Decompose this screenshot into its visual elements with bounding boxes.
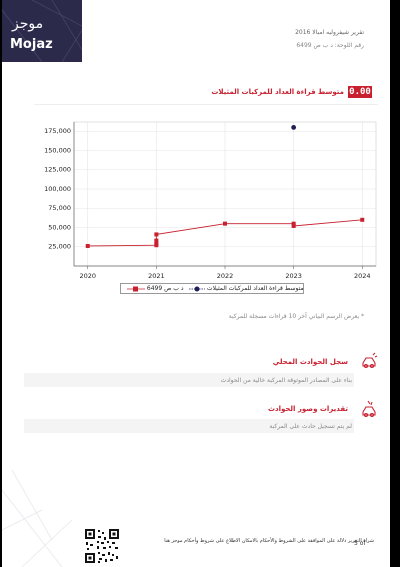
chart-legend: د ب ص 6499 متوسط قراءة العداد للمركبات ا… — [120, 283, 304, 294]
section-divider — [34, 104, 378, 105]
data-point-vehicle — [223, 221, 227, 226]
legend-label-vehicle: د ب ص 6499 — [146, 285, 184, 292]
accident-estimates-card — [24, 419, 354, 433]
x-tick-label: 2020 — [79, 272, 96, 280]
x-tick-label: 2024 — [354, 272, 371, 280]
page-number: 5 of — [354, 540, 366, 547]
decorative-network-pattern — [2, 470, 73, 567]
report-page: موجز Mojaz تقرير شيفروليه امبالا 2016 رق… — [2, 0, 390, 567]
logo-english: Mojaz — [10, 37, 53, 52]
logo-network-icon — [2, 0, 82, 62]
accident-estimates-title: تقديرات وصور الحوادث — [267, 405, 348, 413]
car-damage-icon — [362, 400, 376, 418]
x-tick-label: 2021 — [148, 272, 165, 280]
x-tick-label: 2023 — [285, 272, 302, 280]
legend-circle-marker-icon — [189, 286, 205, 291]
local-accidents-card — [24, 373, 354, 387]
y-tick-label: 75,000 — [48, 204, 71, 212]
y-tick-label: 150,000 — [44, 146, 71, 154]
odometer-badge: 0.00 — [348, 86, 372, 98]
footer-disclaimer: شراء التقرير دلالة على الموافقة على الشر… — [164, 538, 374, 544]
section-title: متوسط قراءة العداد للمركبات المثيلات — [211, 88, 344, 96]
plate-number: رقم اللوحة: د ب ص 6499 — [296, 42, 364, 49]
data-point-vehicle — [154, 238, 159, 243]
chart-footnote: * يعرض الرسم البياني آخر 10 قراءات مسجلة… — [228, 313, 364, 320]
legend-item-average: متوسط قراءة العداد للمركبات المثيلات — [189, 285, 304, 292]
legend-item-vehicle: د ب ص 6499 — [127, 285, 184, 292]
local-accidents-text: بناء على المصادر الموثوقة المركبة خالية … — [220, 377, 352, 384]
qr-code[interactable] — [84, 528, 120, 564]
local-accidents-title: سجل الحوادث المحلي — [272, 358, 348, 366]
y-tick-label: 175,000 — [44, 127, 71, 135]
report-title: تقرير شيفروليه امبالا 2016 — [295, 29, 364, 36]
y-tick-label: 100,000 — [44, 185, 71, 193]
y-tick-label: 125,000 — [44, 166, 71, 174]
x-tick-label: 2022 — [217, 272, 234, 280]
legend-label-average: متوسط قراءة العداد للمركبات المثيلات — [206, 285, 304, 292]
mojaz-logo: موجز Mojaz — [2, 0, 82, 62]
y-tick-label: 50,000 — [48, 223, 71, 231]
data-point-vehicle — [85, 243, 90, 248]
legend-square-marker-icon — [127, 286, 145, 291]
data-point-average — [291, 124, 297, 130]
y-tick-label: 25,000 — [48, 243, 71, 251]
data-point-vehicle — [154, 232, 159, 237]
logo-arabic: موجز — [12, 16, 44, 32]
data-point-vehicle — [291, 223, 296, 228]
data-point-vehicle — [154, 241, 159, 246]
report-header: تقرير شيفروليه امبالا 2016 رقم اللوحة: د… — [295, 29, 364, 49]
accident-estimates-text: لم يتم تسجيل حادث على المركبة — [269, 423, 352, 430]
odometer-chart: 25,000 50,000 75,000 100,000 125,000 150,000 1… — [38, 120, 378, 298]
data-point-vehicle — [360, 217, 365, 222]
chart-svg: 25,000 50,000 75,000 100,000 125,000 150,000 1… — [44, 121, 377, 280]
car-crash-icon — [362, 352, 378, 369]
data-point-vehicle — [291, 221, 296, 226]
